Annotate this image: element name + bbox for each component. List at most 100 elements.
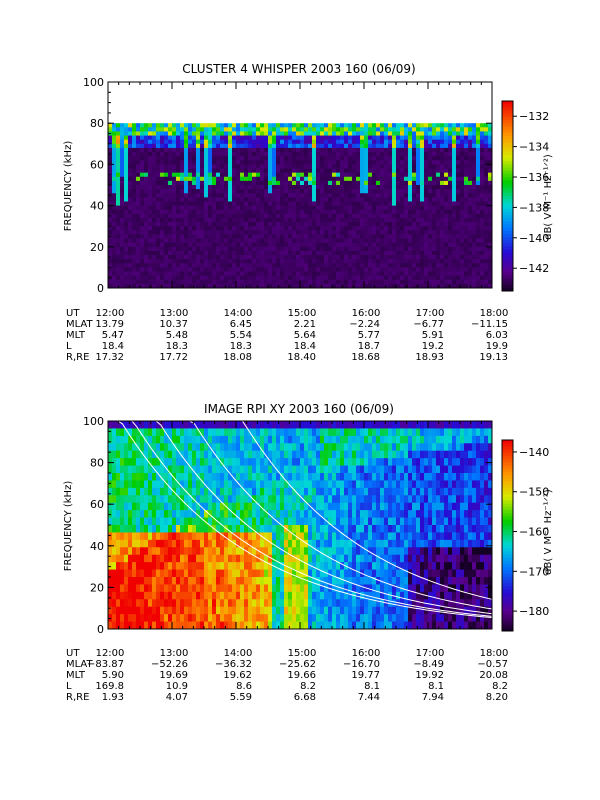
spectrogram-cell <box>124 185 129 190</box>
spectrogram-cell <box>384 168 389 174</box>
spectrogram-cell <box>192 213 197 219</box>
colorbar-tick-label: −134 <box>519 141 549 154</box>
spectrogram-cell <box>348 164 353 169</box>
spectrogram-cell <box>300 209 305 215</box>
spectrogram-cell <box>304 263 309 268</box>
spectrogram-cell <box>416 131 421 136</box>
spectrogram-cell <box>300 226 305 231</box>
spectrogram-cell <box>252 234 257 239</box>
spectrogram-cell <box>192 584 197 593</box>
spectrogram-cell <box>412 176 417 182</box>
spectrogram-cell <box>160 250 165 256</box>
spectrogram-cell <box>312 246 317 252</box>
spectrogram-cell <box>420 147 425 153</box>
spectrogram-cell <box>308 205 313 211</box>
spectrogram-cell <box>388 189 393 194</box>
spectrogram-cell <box>336 271 341 277</box>
spectrogram-cell <box>372 172 377 178</box>
spectrogram-cell <box>180 123 185 128</box>
spectrogram-cell <box>164 189 169 194</box>
spectrogram-cell <box>248 189 253 194</box>
spectrogram-cell <box>232 562 237 570</box>
spectrogram-cell <box>160 156 165 161</box>
spectrogram-cell <box>176 502 181 511</box>
spectrogram-cell <box>252 185 257 190</box>
spectrogram-cell <box>148 502 153 511</box>
spectrogram-cell <box>448 242 453 248</box>
spectrogram-cell <box>228 201 233 206</box>
spectrogram-cell <box>224 230 229 235</box>
spectrogram-cell <box>388 263 393 268</box>
spectrogram-cell <box>468 230 473 235</box>
spectrogram-cell <box>140 435 145 444</box>
spectrogram-cell <box>108 226 113 231</box>
spectrogram-cell <box>124 517 129 526</box>
spectrogram-cell <box>200 279 205 285</box>
spectrogram-cell <box>200 246 205 252</box>
spectrogram-cell <box>228 473 233 481</box>
spectrogram-cell <box>268 259 273 264</box>
spectrogram-cell <box>424 222 429 227</box>
spectrogram-cell <box>120 606 125 615</box>
spectrogram-cell <box>172 591 177 600</box>
spectrogram-cell <box>452 160 457 165</box>
spectrogram-cell <box>260 250 265 256</box>
spectrogram-cell <box>140 201 145 206</box>
spectrogram-cell <box>176 271 181 277</box>
spectrogram-cell <box>232 480 237 489</box>
spectrogram-cell <box>156 465 161 474</box>
spectrogram-cell <box>124 259 129 264</box>
spectrogram-cell <box>268 255 273 260</box>
spectrogram-cell <box>256 176 261 182</box>
spectrogram-cell <box>444 152 449 157</box>
spectrogram-cell <box>240 271 245 277</box>
spectrogram-cell <box>428 222 433 227</box>
spectrogram-cell <box>112 250 117 256</box>
spectrogram-cell <box>152 209 157 215</box>
spectrogram-cell <box>216 213 221 219</box>
spectrogram-cell <box>260 226 265 231</box>
spectrogram-cell <box>368 255 373 260</box>
spectrogram-cell <box>196 156 201 161</box>
spectrogram-cell <box>252 135 257 141</box>
spectrogram-cell <box>364 238 369 244</box>
spectrogram-cell <box>392 271 397 277</box>
spectrogram-cell <box>388 127 393 132</box>
spectrogram-cell <box>360 172 365 178</box>
spectrogram-cell <box>440 168 445 174</box>
spectrogram-cell <box>208 127 213 132</box>
spectrogram-cell <box>180 443 185 452</box>
spectrogram-cell <box>376 152 381 157</box>
spectrogram-cell <box>256 123 261 128</box>
spectrogram-cell <box>396 193 401 198</box>
spectrogram-cell <box>196 217 201 223</box>
spectrogram-cell <box>416 139 421 145</box>
spectrogram-cell <box>332 217 337 223</box>
spectrogram-cell <box>244 259 249 264</box>
spectrogram-cell <box>432 279 437 285</box>
spectrogram-cell <box>456 193 461 198</box>
spectrogram-cell <box>480 176 485 182</box>
spectrogram-cell <box>344 180 349 186</box>
spectrogram-cell <box>420 160 425 165</box>
spectrogram-cell <box>132 562 137 570</box>
spectrogram-cell <box>236 246 241 252</box>
spectrogram-cell <box>240 135 245 141</box>
spectrogram-cell <box>204 222 209 227</box>
spectrogram-cell <box>164 172 169 178</box>
spectrogram-cell <box>252 217 257 223</box>
spectrogram-cell <box>272 189 277 194</box>
spectrogram-cell <box>120 525 125 533</box>
spectrogram-cell <box>336 135 341 141</box>
spectrogram-cell <box>368 238 373 244</box>
spectrogram-cell <box>220 193 225 198</box>
spectrogram-cell <box>136 222 141 227</box>
spectrogram-cell <box>420 156 425 161</box>
spectrogram-cell <box>224 283 229 289</box>
spectrogram-cell <box>188 473 193 481</box>
spectrogram-cell <box>248 156 253 161</box>
spectrogram-cell <box>400 267 405 272</box>
spectrogram-cell <box>288 201 293 206</box>
spectrogram-cell <box>136 495 141 504</box>
spectrogram-cell <box>388 193 393 198</box>
